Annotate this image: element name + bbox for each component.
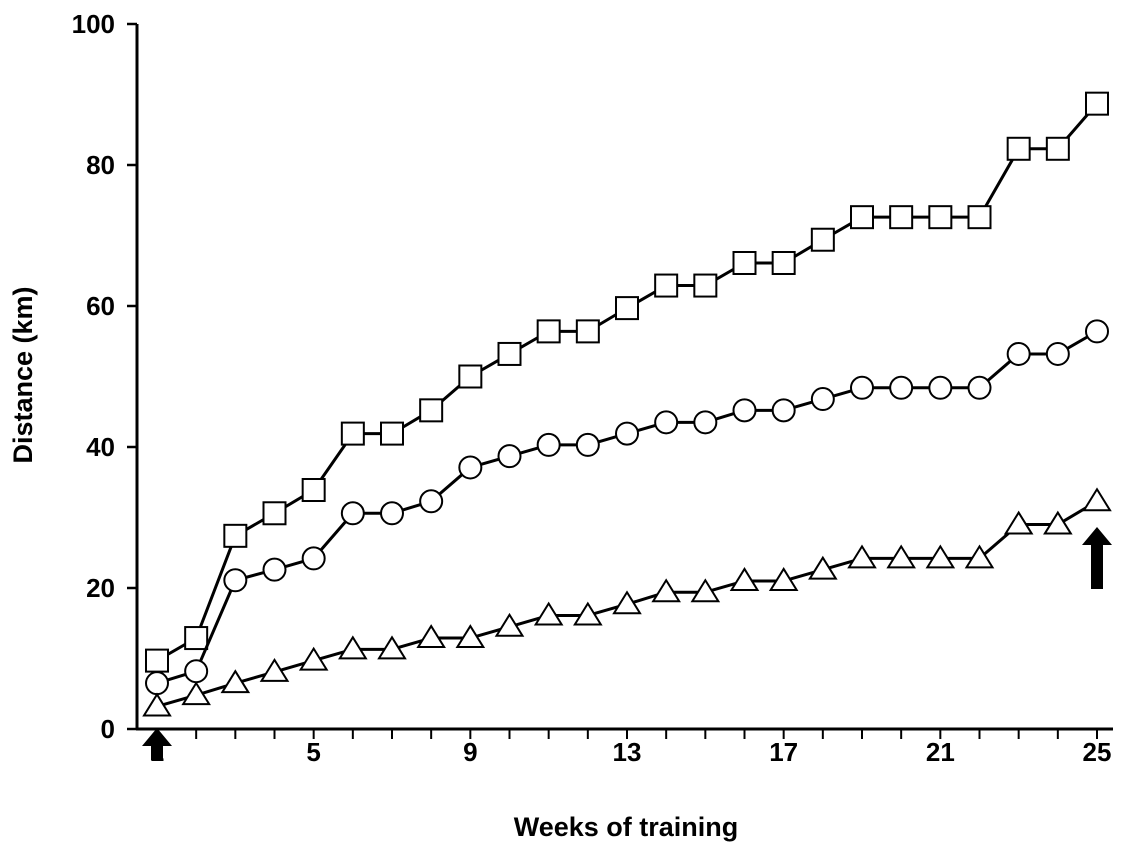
data-point [184,659,209,684]
data-point [771,250,796,275]
data-point [768,567,799,591]
data-point [808,555,838,580]
data-point [693,410,718,435]
data-point [1085,91,1109,116]
x-tick-label: 21 [926,737,955,767]
data-point [455,624,486,649]
series-layer [142,91,1112,717]
y-tick-label: 100 [72,9,115,39]
data-point [223,523,248,548]
data-point [494,612,525,637]
data-point [847,544,877,569]
data-point [575,432,600,457]
series-line [156,102,1099,662]
x-tick-label: 13 [613,737,642,767]
data-point [850,375,874,400]
y-tick-label: 40 [86,432,115,462]
data-point [1085,319,1109,344]
data-point [573,601,603,626]
data-point [928,205,953,230]
data-point [612,590,642,615]
x-tick-label: 5 [306,737,320,767]
data-point [693,273,718,298]
data-point [419,398,444,423]
data-point [536,432,561,457]
y-tick-label: 20 [86,573,115,603]
data-point [654,410,679,435]
data-point [298,646,329,671]
series-line [156,330,1098,685]
data-point [220,669,251,694]
arrow-annotation [142,728,172,760]
data-point [416,624,446,649]
data-point [1006,341,1031,366]
x-tick-label: 9 [463,737,477,767]
data-point [964,544,995,569]
annotation-layer [142,527,1112,760]
data-point [1043,510,1073,535]
data-point [615,421,639,446]
series-triangle [142,487,1112,717]
data-point [340,501,365,526]
data-point [810,387,835,412]
series-circle [145,319,1109,696]
data-point [262,501,287,526]
data-point [377,635,407,660]
data-point [1045,341,1070,366]
x-tick-label: 25 [1083,737,1112,767]
data-point [810,227,835,252]
data-point [690,578,721,603]
data-point [1003,510,1034,535]
data-point [1045,136,1070,161]
data-point [651,578,681,603]
data-point [142,692,172,717]
data-point [925,544,956,569]
data-point [340,421,365,446]
data-point [533,601,564,626]
data-point [928,375,953,400]
y-axis-title: Distance (km) [8,286,38,463]
data-point [497,444,522,469]
data-point [771,398,796,423]
data-point [458,455,483,480]
data-point [732,250,757,275]
y-tick-label: 80 [86,150,115,180]
x-tick-label: 17 [769,737,798,767]
data-point [184,626,209,651]
data-point [145,648,169,673]
data-point [967,375,992,400]
data-point [889,375,914,400]
data-point [380,421,404,446]
data-point [967,205,992,230]
data-point [615,296,639,321]
data-point [259,657,290,682]
data-point [536,319,561,344]
data-point [497,341,522,366]
data-point [886,544,916,569]
data-point [181,681,211,706]
data-point [419,489,444,514]
data-point [223,568,248,593]
y-tick-label: 60 [86,291,115,321]
data-point [729,567,760,591]
data-point [262,557,287,582]
series-square [145,91,1109,673]
data-point [301,546,326,571]
data-point [380,501,404,526]
arrow-annotation [1082,527,1112,589]
data-point [654,273,679,298]
data-point [1082,487,1112,512]
x-axis-title: Weeks of training [514,812,739,842]
data-point [732,398,757,423]
data-point [301,478,326,503]
data-point [889,205,914,230]
data-point [850,205,874,230]
data-point [338,635,368,660]
data-point [1006,136,1031,161]
data-point [458,364,483,389]
data-point [575,319,600,344]
data-point [145,671,169,696]
y-tick-label: 0 [101,714,115,744]
